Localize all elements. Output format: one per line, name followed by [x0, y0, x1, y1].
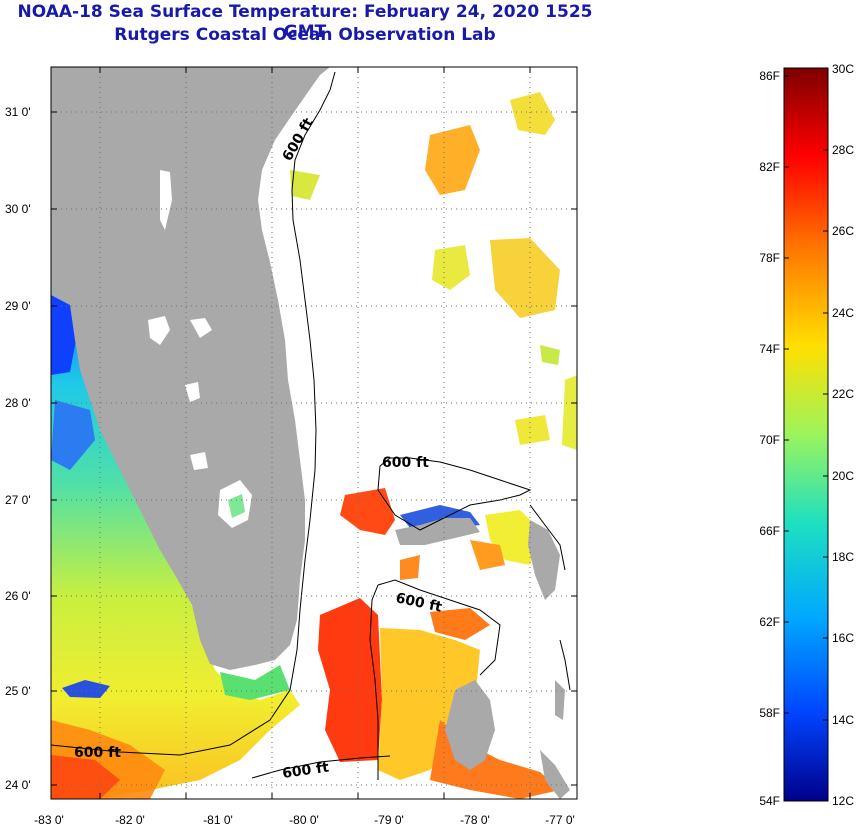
map-subtitle: Rutgers Coastal Ocean Observation Lab — [114, 25, 496, 45]
fahrenheit-label: 66F — [759, 524, 780, 538]
nw-cold-patch — [51, 290, 76, 375]
mid-orange-patch — [400, 555, 420, 580]
sw-blue-blob — [62, 680, 110, 698]
lon-label: -78 0' — [460, 813, 490, 827]
celsius-label: 28C — [832, 143, 854, 157]
celsius-label: 16C — [832, 631, 854, 645]
fahrenheit-label: 74F — [759, 342, 780, 356]
lat-label: 31 0' — [5, 105, 31, 119]
color-bar-ramp — [783, 67, 829, 802]
lon-label: -82 0' — [115, 813, 145, 827]
eleuthera-land — [555, 680, 565, 720]
graticule — [51, 67, 577, 799]
color-bar-ticks — [784, 75, 828, 721]
atl-yellow-patch — [290, 170, 320, 200]
andros-orange-patch — [430, 608, 490, 640]
tampa-cold-patch — [51, 400, 95, 470]
exuma-land — [540, 750, 570, 799]
abaco-land — [528, 520, 560, 600]
lake-okeechobee-sst — [228, 494, 245, 518]
andros-land — [445, 680, 495, 770]
atl-patch-5 — [540, 345, 560, 365]
inland-water-1 — [160, 170, 172, 230]
inland-water-2 — [148, 316, 170, 345]
celsius-label: 18C — [832, 550, 854, 564]
celsius-label: 22C — [832, 387, 854, 401]
isobath-lines — [51, 71, 571, 780]
lat-label: 28 0' — [5, 396, 31, 410]
fahrenheit-label: 70F — [759, 433, 780, 447]
celsius-label: 30C — [832, 62, 854, 76]
lat-label: 29 0' — [5, 299, 31, 313]
lon-label: -79 0' — [374, 813, 404, 827]
celsius-label: 26C — [832, 224, 854, 238]
map-title: NOAA-18 Sea Surface Temperature: Februar… — [17, 2, 593, 42]
lon-label: -80 0' — [289, 813, 319, 827]
atl-patch-2 — [510, 92, 555, 135]
color-bar: 86F 82F 78F 74F 70F 66F 62F 58F 54F 30C … — [759, 62, 854, 808]
isobath-label: 600 ft — [74, 745, 121, 761]
atl-patch-6 — [562, 375, 577, 450]
lat-label: 25 0' — [5, 684, 31, 698]
inland-water-5 — [190, 452, 208, 470]
fahrenheit-label: 82F — [759, 160, 780, 174]
gulf-sst-field — [51, 290, 300, 799]
celsius-label: 24C — [832, 306, 854, 320]
atl-patch-4 — [490, 238, 560, 318]
lat-labels: 31 0' 30 0' 29 0' 28 0' 27 0' 26 0' 25 0… — [5, 105, 31, 792]
fahrenheit-label: 86F — [759, 69, 780, 83]
lat-label: 30 0' — [5, 202, 31, 216]
inland-water-3 — [190, 318, 212, 338]
atl-patch-7 — [515, 415, 550, 445]
lon-label: -81 0' — [203, 813, 233, 827]
map-frame — [50, 66, 578, 800]
celsius-label: 12C — [832, 794, 854, 808]
lat-label: 26 0' — [5, 589, 31, 603]
atl-patch-1 — [425, 125, 480, 195]
isobath-label: 600 ft — [281, 760, 330, 782]
east-orange-patch — [470, 540, 505, 570]
map-ticks — [51, 67, 577, 799]
lon-label: -77 0' — [545, 813, 575, 827]
gulf-red-patch — [51, 755, 120, 799]
isobath-label: 600 ft — [382, 455, 429, 471]
atl-patch-3 — [432, 245, 470, 290]
fahrenheit-label: 62F — [759, 615, 780, 629]
fahrenheit-label: 58F — [759, 706, 780, 720]
inland-water-4 — [185, 382, 200, 402]
lon-label: -83 0' — [34, 813, 64, 827]
keys-green-patch — [220, 665, 290, 700]
celsius-label: 20C — [832, 469, 854, 483]
gulf-stream-red — [318, 598, 382, 762]
grand-bahama-land — [395, 518, 480, 545]
lat-label: 24 0' — [5, 778, 31, 792]
celsius-label: 14C — [832, 713, 854, 727]
fahrenheit-label: 54F — [759, 794, 780, 808]
florida-land — [51, 67, 330, 670]
lon-labels: -83 0' -82 0' -81 0' -80 0' -79 0' -78 0… — [34, 813, 575, 827]
fahrenheit-label: 78F — [759, 251, 780, 265]
lat-label: 27 0' — [5, 493, 31, 507]
